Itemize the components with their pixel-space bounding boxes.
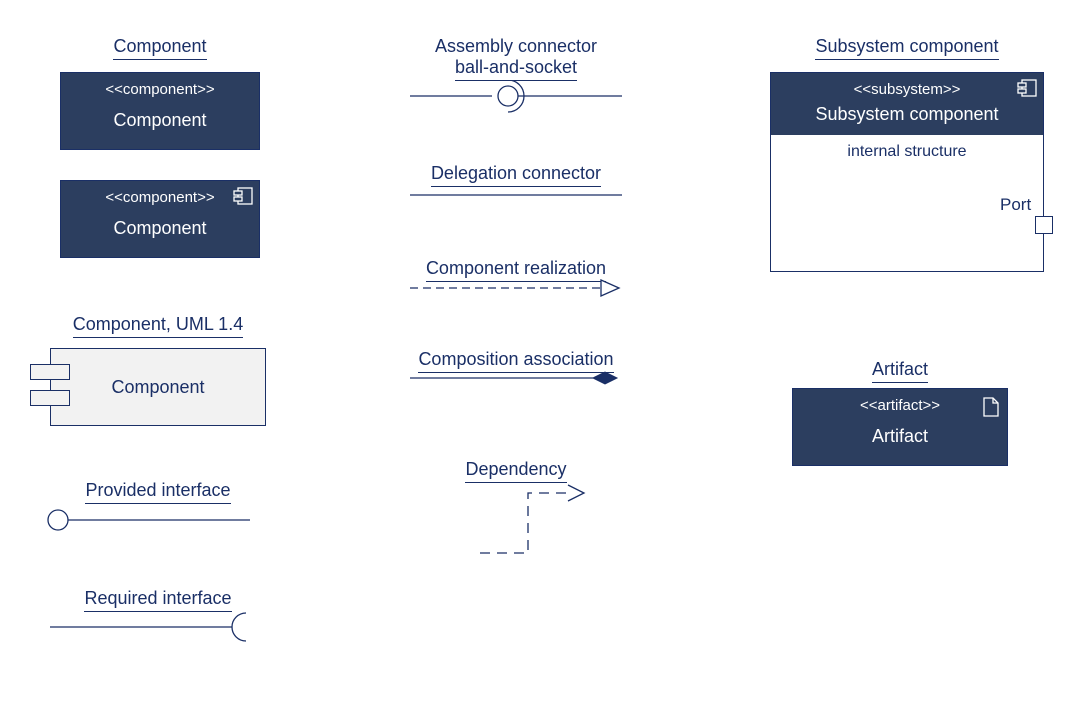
- delegation-title: Delegation connector: [410, 163, 622, 187]
- uml14-title-text: Component, UML 1.4: [73, 314, 243, 338]
- dependency-title-text: Dependency: [465, 459, 566, 483]
- component-icon: [1017, 79, 1037, 97]
- provided-title: Provided interface: [50, 480, 266, 504]
- delegation-title-text: Delegation connector: [431, 163, 601, 187]
- component-box-1: <<component>> Component: [60, 72, 260, 150]
- assembly-title-l2: ball-and-socket: [455, 57, 577, 81]
- subsystem-header: <<subsystem>> Subsystem component: [771, 73, 1043, 135]
- uml14-tab-1: [30, 364, 70, 380]
- subsystem-stereotype: <<subsystem>>: [771, 73, 1043, 98]
- required-interface-svg: [40, 612, 270, 646]
- port-label: Port: [1000, 195, 1031, 215]
- artifact-title: Artifact: [792, 359, 1008, 383]
- assembly-title-l1: Assembly connector: [435, 36, 597, 56]
- component-title: Component: [60, 36, 260, 60]
- subsystem-body-text: internal structure: [847, 143, 966, 160]
- required-title: Required interface: [50, 588, 266, 612]
- component-box-2-name: Component: [61, 206, 259, 249]
- subsystem-title-text: Subsystem component: [815, 36, 998, 60]
- uml14-box: Component: [50, 348, 266, 426]
- uml14-title: Component, UML 1.4: [50, 314, 266, 338]
- artifact-box: <<artifact>> Artifact: [792, 388, 1008, 466]
- provided-title-text: Provided interface: [85, 480, 230, 504]
- provided-interface-svg: [40, 505, 260, 535]
- delegation-connector-svg: [405, 188, 627, 202]
- component-box-1-name: Component: [61, 98, 259, 141]
- composition-svg: [405, 369, 627, 387]
- component-title-text: Component: [113, 36, 206, 60]
- artifact-title-text: Artifact: [872, 359, 928, 383]
- component-box-1-stereotype: <<component>>: [61, 73, 259, 98]
- subsystem-title: Subsystem component: [770, 36, 1044, 60]
- dependency-title: Dependency: [410, 459, 622, 483]
- component-box-2-stereotype: <<component>>: [61, 181, 259, 206]
- port-box: [1035, 216, 1053, 234]
- uml14-tab-2: [30, 390, 70, 406]
- component-icon: [233, 187, 253, 205]
- document-icon: [983, 397, 999, 417]
- uml14-name: Component: [111, 377, 204, 398]
- artifact-stereotype: <<artifact>>: [793, 389, 1007, 414]
- subsystem-name: Subsystem component: [771, 98, 1043, 125]
- assembly-connector-svg: [405, 80, 627, 116]
- artifact-name: Artifact: [793, 414, 1007, 457]
- assembly-title: Assembly connector ball-and-socket: [410, 36, 622, 81]
- required-title-text: Required interface: [84, 588, 231, 612]
- subsystem-box: <<subsystem>> Subsystem component intern…: [770, 72, 1044, 272]
- dependency-svg: [470, 483, 600, 563]
- component-box-2: <<component>> Component: [60, 180, 260, 258]
- realization-svg: [405, 277, 627, 299]
